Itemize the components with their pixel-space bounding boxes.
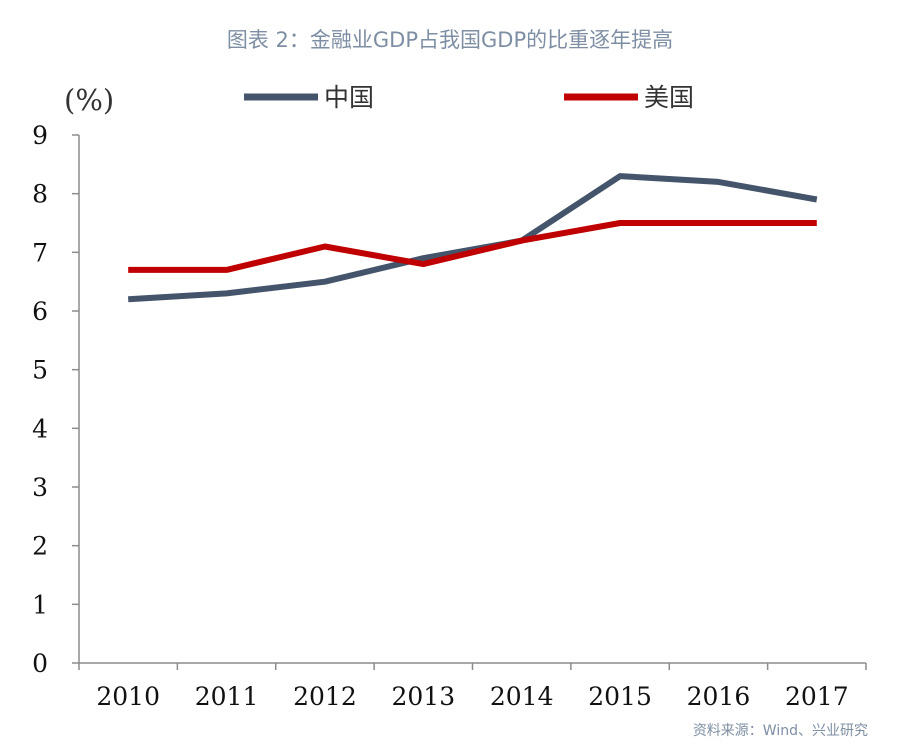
x-tick-label: 2016 [687,682,751,711]
axes [72,134,867,670]
series-lines [128,173,818,303]
y-tick-label: 5 [32,356,48,385]
y-tick-label: 3 [32,473,48,502]
x-tick-label: 2015 [588,682,652,711]
y-tick-label: 1 [32,590,48,619]
y-tick-label: 4 [32,414,48,443]
x-tick-label: 2010 [96,682,160,711]
series-line-china [128,173,818,303]
chart-title: 图表 2：金融业GDP占我国GDP的比重逐年提高 [226,28,674,52]
legend: 中国 美国 [244,83,694,112]
y-tick-label: 7 [32,238,48,267]
legend-label-usa: 美国 [644,83,694,112]
x-tick-label: 2017 [785,682,849,711]
y-tick-label: 2 [32,532,48,561]
tick-labels: 0 1 2 3 4 5 6 7 8 9 2010 2011 2012 2013 2014 2015 2016 20… [32,121,849,711]
y-unit-label: (%) [64,83,114,117]
x-tick-label: 2011 [195,682,259,711]
y-tick-label: 0 [32,649,48,678]
y-tick-label: 8 [32,180,48,209]
x-tick-label: 2014 [490,682,554,711]
y-tick-label: 9 [32,121,48,150]
series-line-usa [128,220,817,273]
x-tick-label: 2012 [293,682,357,711]
x-tick-label: 2013 [392,682,456,711]
source-note: 资料来源：Wind、兴业研究 [692,723,868,739]
legend-label-china: 中国 [324,83,374,112]
y-tick-label: 6 [32,297,48,326]
